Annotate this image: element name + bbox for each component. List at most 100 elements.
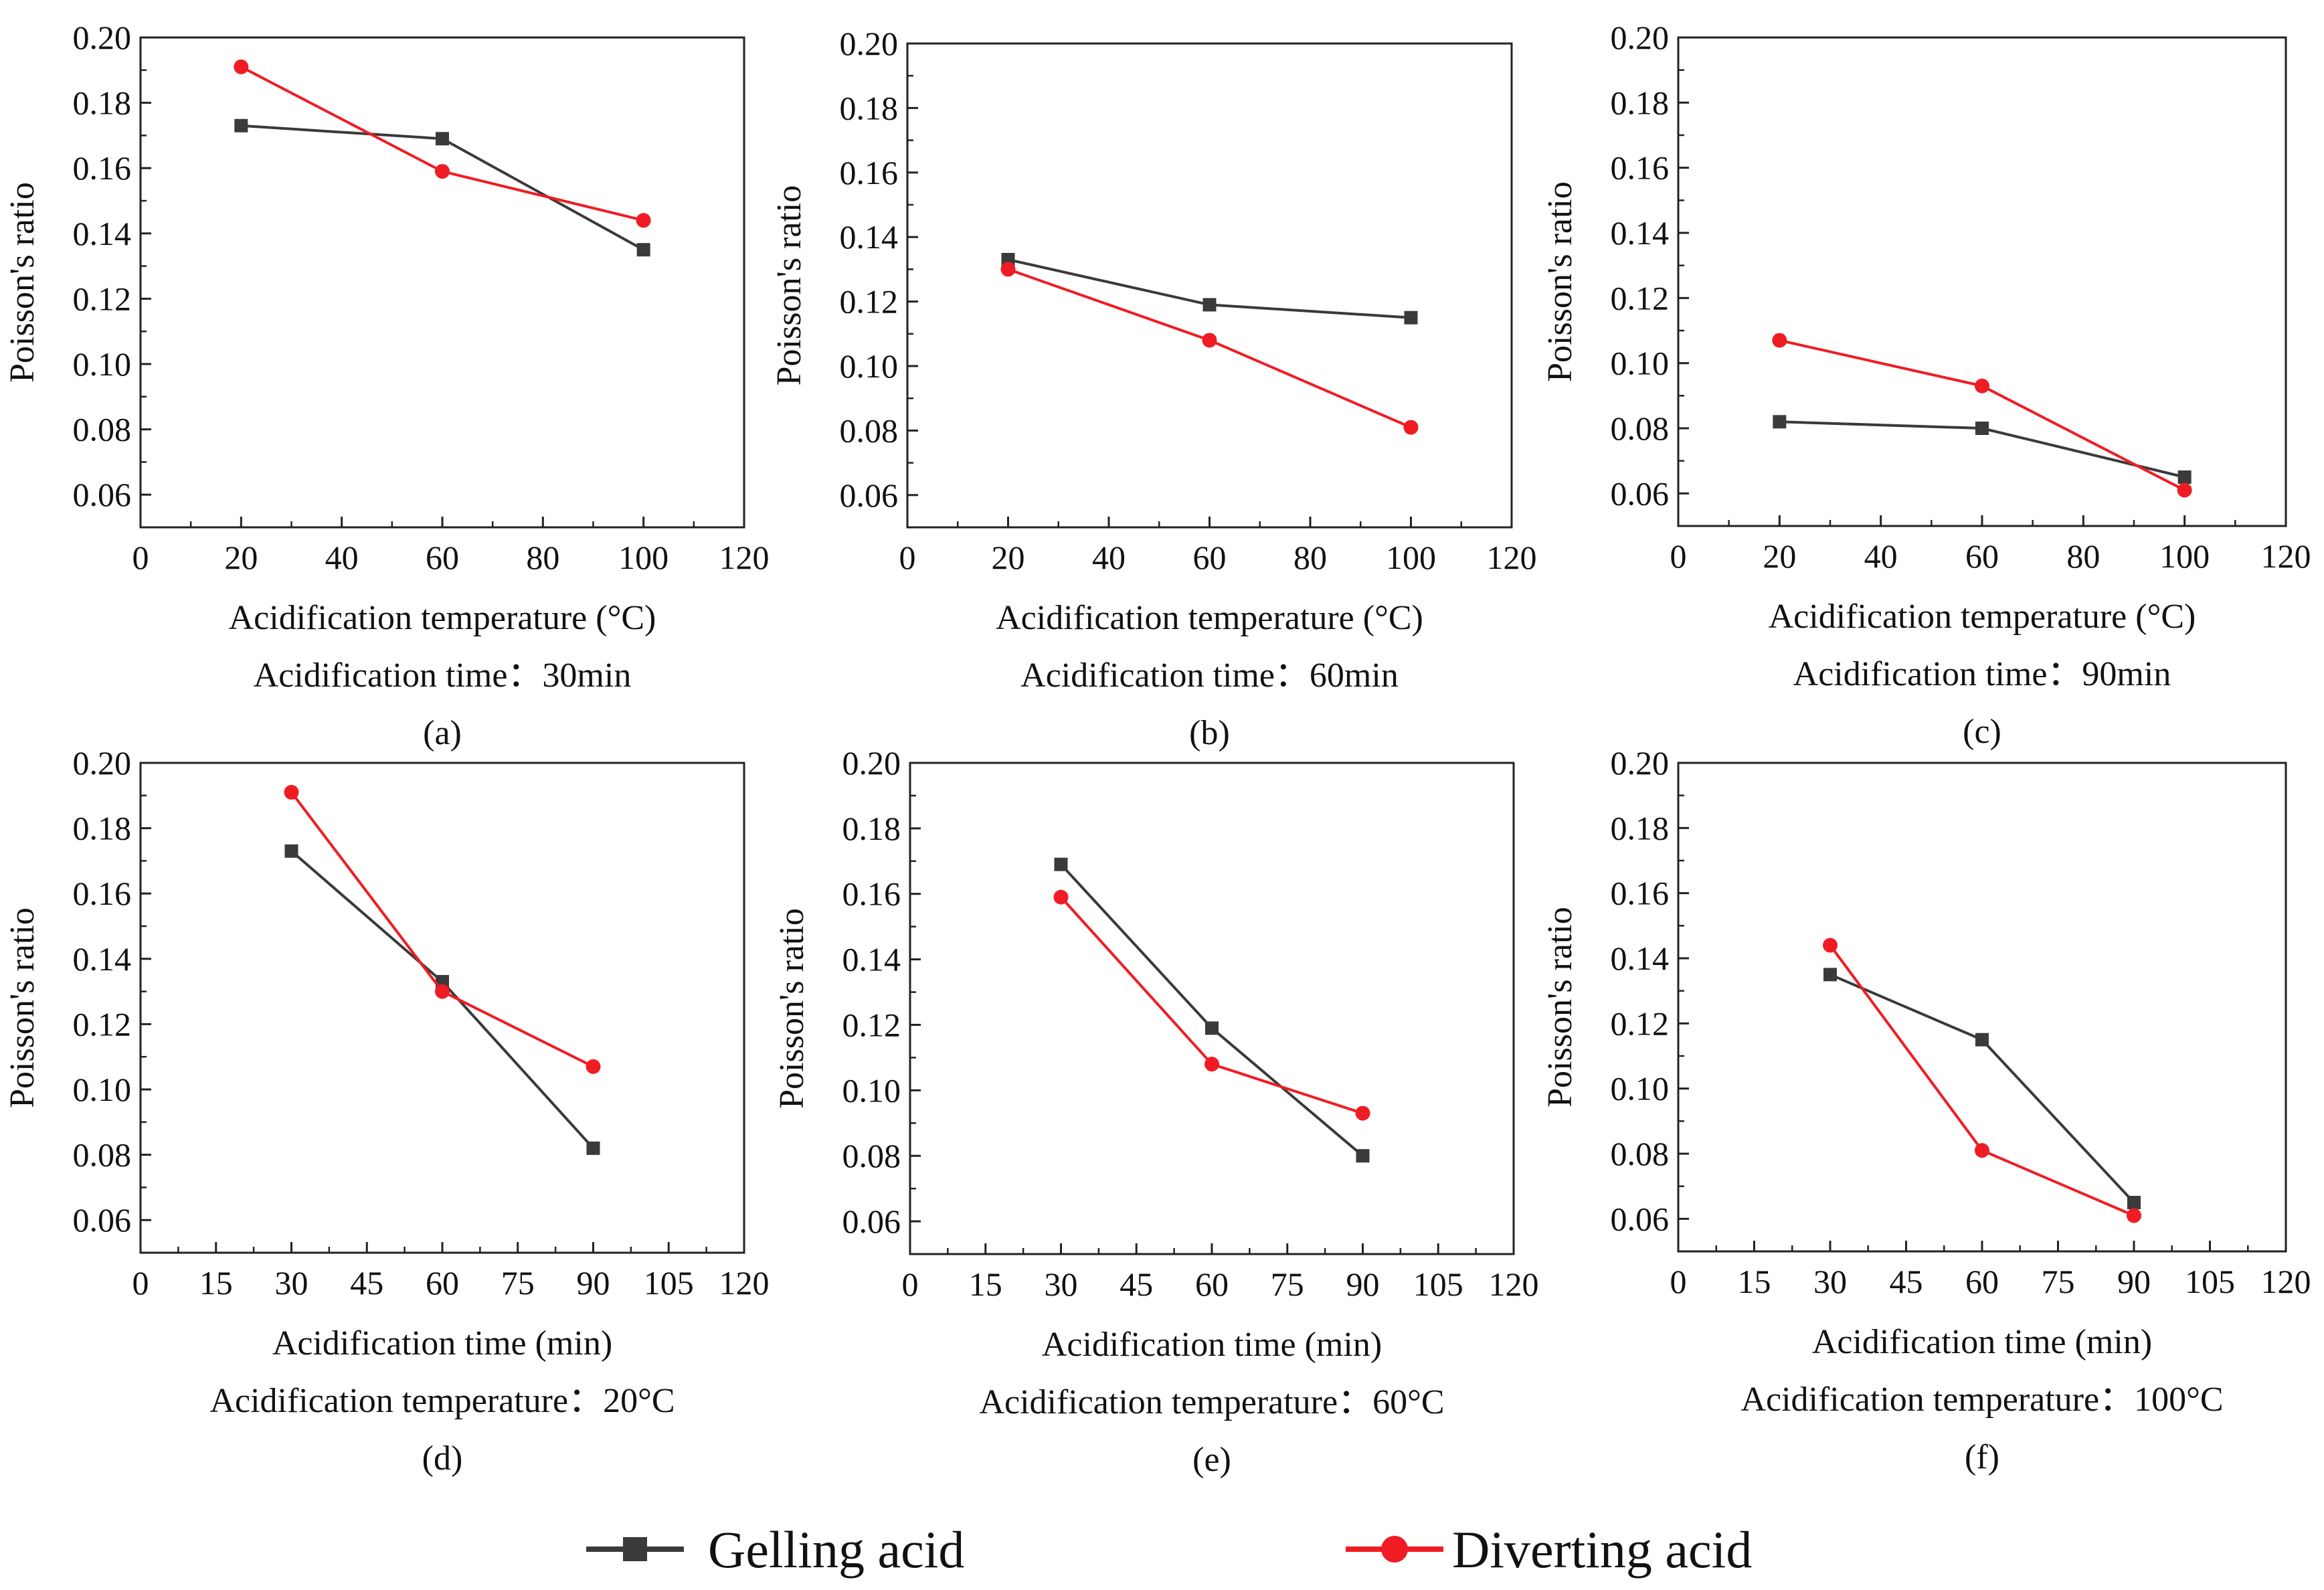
- chart-panel: 0 20 40 60 80 100 120 0.06 0.08 0.10 0.12 0.14 0.16 0…: [3, 19, 770, 752]
- y-tick-label: 0.06: [1611, 474, 1670, 512]
- diverting-acid-point: [1355, 1106, 1370, 1121]
- y-tick-label: 0.20: [842, 744, 901, 782]
- x-tick-label: 120: [2261, 1263, 2311, 1300]
- chart-panel: 0 20 40 60 80 100 120 0.06 0.08 0.10 0.12 0.14 0.16 0…: [1541, 19, 2311, 751]
- condition-label: Acidification time：90min: [1793, 655, 2171, 693]
- y-tick-label: 0.14: [73, 215, 132, 252]
- gelling-acid-point: [1356, 1149, 1370, 1163]
- y-tick-label: 0.16: [73, 875, 132, 912]
- diverting-acid-point: [435, 984, 450, 999]
- y-tick-label: 0.08: [1611, 1135, 1670, 1172]
- diverting-acid-point: [1000, 262, 1016, 277]
- y-tick-label: 0.20: [1611, 744, 1670, 782]
- diverting-acid-point: [1204, 1057, 1219, 1072]
- x-tick-label: 20: [1763, 537, 1796, 575]
- y-tick-label: 0.12: [840, 283, 899, 321]
- plot-frame: [906, 42, 1513, 529]
- x-tick-label: 90: [1346, 1265, 1380, 1303]
- y-axis-label: Poisson's ratio: [3, 907, 41, 1108]
- x-tick-label: 15: [969, 1265, 1002, 1303]
- y-tick-label: 0.14: [1611, 214, 1670, 252]
- y-tick-label: 0.18: [842, 810, 901, 847]
- y-tick-label: 0.10: [73, 345, 132, 383]
- gelling-acid-point: [1975, 1033, 1989, 1047]
- gelling-acid-point: [2127, 1196, 2141, 1209]
- diverting-acid-line: [1060, 896, 1364, 1115]
- x-tick-label: 60: [1965, 537, 1999, 575]
- diverting-acid-line: [1779, 339, 2185, 492]
- x-tick-label: 40: [1092, 539, 1126, 576]
- x-tick-label: 30: [275, 1264, 308, 1302]
- condition-label: Acidification time：30min: [254, 656, 632, 695]
- x-tick-label: 45: [350, 1264, 383, 1302]
- chart-panel: 0 15 30 45 60 75 90 105 120 0.06 0.08 0.10 0.12 0.14 0…: [3, 744, 770, 1478]
- y-tick-label: 0.18: [73, 84, 132, 122]
- x-tick-label: 0: [899, 539, 916, 576]
- y-tick-label: 0.18: [73, 810, 132, 847]
- diverting-acid-point: [2177, 482, 2192, 498]
- diverting-acid-line: [290, 791, 594, 1068]
- gelling-acid-point: [1823, 968, 1837, 982]
- x-tick-label: 0: [132, 1264, 149, 1302]
- diverting-acid-point: [1772, 333, 1787, 348]
- legend-gelling-label: Gelling acid: [708, 1520, 964, 1579]
- y-axis-label: Poisson's ratio: [3, 182, 41, 383]
- y-tick-label: 0.14: [842, 941, 901, 978]
- x-tick-label: 80: [1293, 539, 1327, 576]
- x-tick-label: 100: [1386, 539, 1436, 576]
- condition-label: Acidification temperature：100°C: [1740, 1381, 2223, 1419]
- x-axis-label: Acidification temperature (°C): [229, 599, 656, 637]
- x-tick-label: 40: [325, 539, 359, 576]
- x-tick-label: 0: [1670, 537, 1687, 575]
- condition-label: Acidification temperature：60°C: [979, 1383, 1444, 1421]
- y-tick-label: 0.10: [1611, 345, 1670, 382]
- y-tick-label: 0.20: [73, 744, 132, 782]
- y-tick-label: 0.08: [1611, 410, 1670, 447]
- gelling-acid-point: [2177, 470, 2192, 484]
- diverting-acid-point: [1975, 1143, 1989, 1158]
- legend: Gelling acid Diverting acid: [586, 1520, 1752, 1579]
- diverting-acid-point: [1202, 333, 1217, 348]
- y-tick-label: 0.12: [1611, 1004, 1670, 1042]
- x-axis-label: Acidification temperature (°C): [996, 599, 1423, 637]
- gelling-acid-line: [290, 850, 594, 1150]
- x-tick-label: 75: [2042, 1263, 2075, 1300]
- x-tick-label: 30: [1813, 1263, 1847, 1300]
- y-tick-label: 0.16: [73, 149, 132, 187]
- y-tick-label: 0.20: [1611, 19, 1670, 56]
- x-axis-label: Acidification time (min): [1042, 1326, 1382, 1364]
- gelling-acid-point: [436, 132, 449, 146]
- x-tick-label: 120: [719, 539, 770, 576]
- y-tick-label: 0.12: [842, 1006, 901, 1043]
- x-tick-label: 60: [426, 539, 459, 576]
- plot-frame: [139, 762, 745, 1254]
- diverting-acid-point: [1823, 938, 1838, 953]
- legend-diverting-marker: [1381, 1536, 1408, 1563]
- y-axis-label: Poisson's ratio: [1541, 907, 1579, 1108]
- y-tick-label: 0.08: [73, 411, 132, 448]
- diverting-acid-point: [234, 59, 249, 74]
- x-tick-label: 60: [1193, 539, 1227, 576]
- panel-label: (b): [1189, 714, 1230, 752]
- x-tick-label: 75: [501, 1264, 535, 1302]
- y-axis-label: Poisson's ratio: [1541, 181, 1579, 382]
- x-tick-label: 80: [2066, 537, 2100, 575]
- gelling-acid-point: [1054, 857, 1068, 871]
- y-tick-label: 0.06: [840, 476, 899, 514]
- x-tick-label: 105: [2185, 1263, 2235, 1300]
- plot-frame: [139, 36, 745, 529]
- x-tick-label: 90: [2117, 1263, 2151, 1300]
- gelling-acid-point: [234, 118, 248, 132]
- gelling-acid-line: [1060, 863, 1364, 1157]
- diverting-acid-line: [1007, 268, 1412, 429]
- x-axis-label: Acidification temperature (°C): [1769, 598, 2196, 636]
- y-tick-label: 0.18: [1611, 84, 1670, 121]
- diverting-acid-point: [1053, 889, 1069, 905]
- x-tick-label: 120: [1487, 539, 1537, 576]
- plot-frame: [1677, 36, 2287, 527]
- panel-label: (a): [423, 714, 462, 752]
- gelling-acid-point: [586, 1141, 600, 1155]
- y-tick-label: 0.06: [73, 1201, 132, 1239]
- x-axis-label: Acidification time (min): [1812, 1323, 2152, 1361]
